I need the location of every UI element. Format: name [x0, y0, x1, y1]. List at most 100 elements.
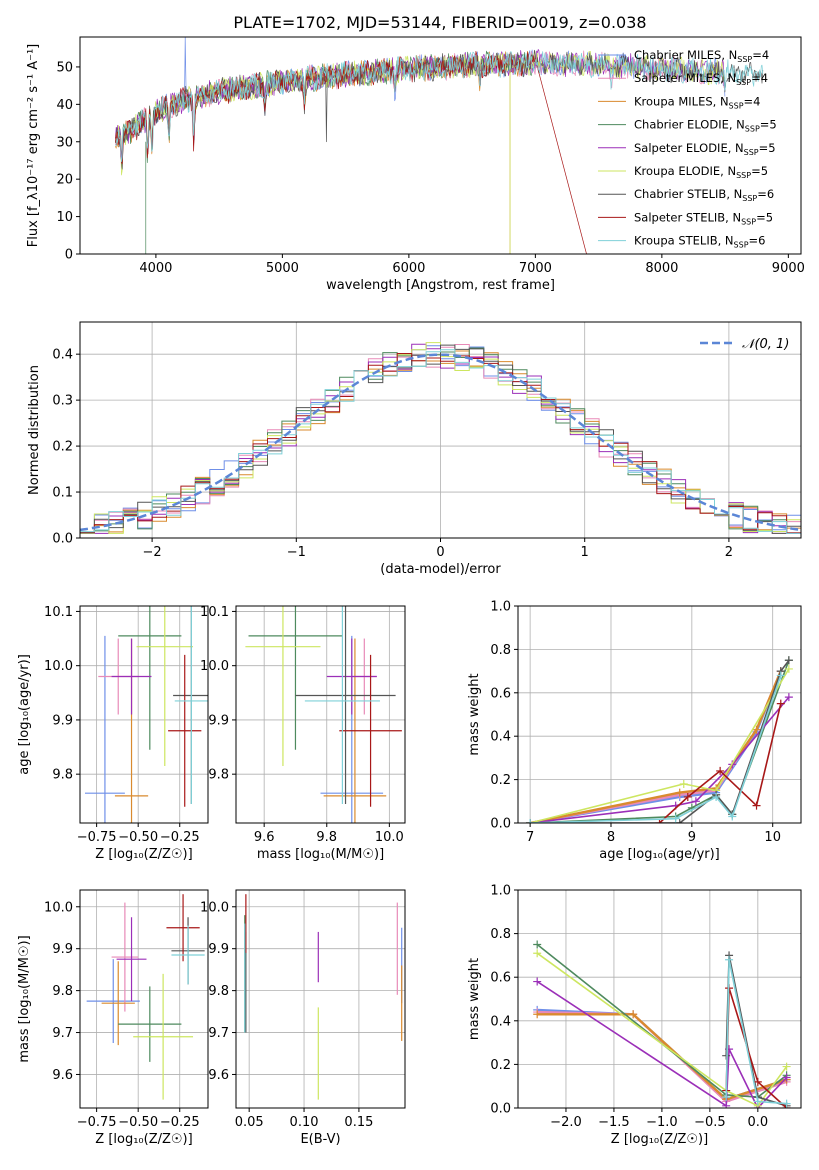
plot-area	[80, 342, 801, 534]
weight-marker	[716, 766, 725, 775]
weight-line-5	[536, 952, 788, 1107]
legend-subscript: SSP	[737, 55, 752, 64]
x-tick-label: −0.25	[160, 830, 200, 845]
y-tick-label: 9.6	[208, 1068, 229, 1083]
y-tick-label: 1.0	[490, 884, 511, 899]
x-axis-label: (data-model)/error	[380, 562, 501, 577]
mass-weight-vs-age-panel: 7 8 9 10 0.0 0.2 0.4 0.6 0.8 1.0 age [log₁₀(age/yr…	[467, 600, 802, 862]
weight-marker	[675, 819, 684, 823]
weight-marker	[675, 788, 684, 797]
weight-marker	[784, 664, 793, 673]
legend-subscript: SSP	[744, 148, 759, 157]
y-tick-label: 9.9	[208, 713, 229, 728]
x-tick-label: 4000	[139, 261, 172, 276]
y-tick-label: 10.0	[44, 900, 73, 915]
plot-area	[526, 656, 793, 823]
y-tick-label: 0.0	[490, 1102, 511, 1117]
x-tick-label: −0.50	[118, 1115, 158, 1130]
mass-vs-z-panel: −0.75 −0.50 −0.25 9.6 9.7 9.8 9.9 10.0 Z [log₁₀(…	[17, 889, 209, 1147]
x-tick-label: −2	[143, 545, 162, 560]
x-tick-label: −1	[287, 545, 306, 560]
mass-weight-vs-z-panel: −2.0 −1.5 −1.0 −0.5 0.0 0.0 0.2 0.4 0.6 0.8 1.0 Z […	[467, 884, 802, 1147]
x-tick-label: 6000	[392, 261, 425, 276]
x-tick-label: −0.5	[694, 1115, 726, 1130]
x-axis-label: mass [log₁₀(M/M☉)]	[257, 847, 384, 862]
y-tick-label: 9.6	[52, 1068, 73, 1083]
y-tick-label: 30	[56, 135, 73, 150]
legend-count: =4	[752, 48, 769, 62]
x-tick-label: −0.75	[77, 1115, 117, 1130]
plot-area	[533, 940, 791, 1108]
weight-line-8	[725, 959, 787, 1105]
x-tick-label: 9	[688, 830, 696, 845]
x-tick-label: 0	[436, 545, 444, 560]
legend-entry: Salpeter ELODIE, NSSP=5	[634, 141, 776, 157]
weight-marker	[784, 656, 793, 665]
y-tick-label: 0.2	[490, 1058, 511, 1073]
y-tick-label: 0.3	[52, 394, 73, 409]
weight-marker	[776, 671, 785, 680]
x-tick-label: 0.0	[747, 1115, 768, 1130]
y-tick-label: 9.9	[208, 942, 229, 957]
y-tick-label: 10.0	[44, 659, 73, 674]
legend-count: =5	[756, 210, 773, 224]
weight-marker	[725, 955, 734, 964]
y-axis-label: mass weight	[467, 958, 482, 1040]
legend-subscript: SSP	[742, 194, 757, 203]
weight-marker	[728, 812, 737, 821]
y-axis-label: mass [log₁₀(M/M☉)]	[17, 935, 32, 1062]
x-axis-label: E(B-V)	[300, 1132, 340, 1147]
y-tick-label: 9.7	[208, 1026, 229, 1041]
x-tick-label: −1.0	[646, 1115, 678, 1130]
x-tick-label: −0.50	[118, 830, 158, 845]
x-tick-label: 9.6	[254, 830, 275, 845]
legend-subscript: SSP	[736, 78, 751, 87]
x-tick-label: 9000	[772, 261, 805, 276]
legend-entry: Chabrier MILES, NSSP=4	[634, 48, 769, 64]
y-axis-label: Normed distribution	[27, 365, 42, 495]
mass-vs-ebv-panel: 0.05 0.10 0.15 9.6 9.7 9.8 9.9 10.0 E(B-V)	[200, 889, 406, 1147]
y-tick-label: 0.6	[490, 686, 511, 701]
legend-count: =6	[749, 234, 766, 248]
x-tick-label: 8000	[645, 261, 678, 276]
axes-frame	[235, 605, 406, 824]
x-axis-label: age [log₁₀(age/yr)]	[599, 847, 720, 862]
y-axis-label: mass weight	[467, 673, 482, 755]
weight-marker	[712, 792, 721, 801]
legend-entry: Chabrier STELIB, NSSP=6	[634, 187, 774, 203]
legend-entry: Chabrier ELODIE, NSSP=5	[634, 118, 777, 134]
legend-count: =5	[751, 164, 768, 178]
plot-area	[245, 606, 402, 823]
y-tick-label: 9.9	[52, 713, 73, 728]
weight-marker	[752, 725, 761, 734]
age-vs-z-panel: −0.75 −0.50 −0.25 9.8 9.9 10.0 10.1 Z [log₁₀(Z/…	[17, 605, 209, 862]
y-tick-label: 0.0	[490, 817, 511, 832]
x-tick-label: 7000	[519, 261, 552, 276]
weight-marker	[671, 814, 680, 823]
y-tick-label: 9.7	[52, 1026, 73, 1041]
y-tick-label: 0.0	[52, 532, 73, 547]
x-tick-label: −1.5	[598, 1115, 630, 1130]
y-axis-label: Flux [f_λ10⁻¹⁷ erg cm⁻² s⁻¹ A⁻¹]	[26, 44, 41, 248]
weight-marker	[722, 1101, 731, 1108]
y-tick-label: 50	[56, 60, 73, 75]
legend-entry: Kroupa STELIB, NSSP=6	[634, 234, 765, 250]
weight-marker	[526, 819, 535, 823]
y-axis-label: age [log₁₀(age/yr)]	[17, 654, 32, 775]
weight-marker	[629, 1010, 638, 1019]
plot-area	[244, 894, 403, 1100]
legend-entry: Salpeter MILES, NSSP=4	[634, 71, 768, 87]
weight-marker	[784, 693, 793, 702]
weight-marker	[753, 1077, 762, 1086]
x-axis-label: Z [log₁₀(Z/Z☉)]	[95, 1132, 192, 1147]
spectrum-line-6	[115, 49, 764, 170]
spectrum-line-8	[115, 51, 764, 163]
legend-count: =5	[759, 141, 776, 155]
x-tick-label: 0.10	[290, 1115, 319, 1130]
weight-marker	[683, 792, 692, 801]
legend-subscript: SSP	[736, 171, 751, 180]
weight-marker	[533, 949, 542, 958]
legend-entry: Kroupa MILES, NSSP=4	[634, 94, 760, 110]
axes-frame	[517, 889, 802, 1109]
